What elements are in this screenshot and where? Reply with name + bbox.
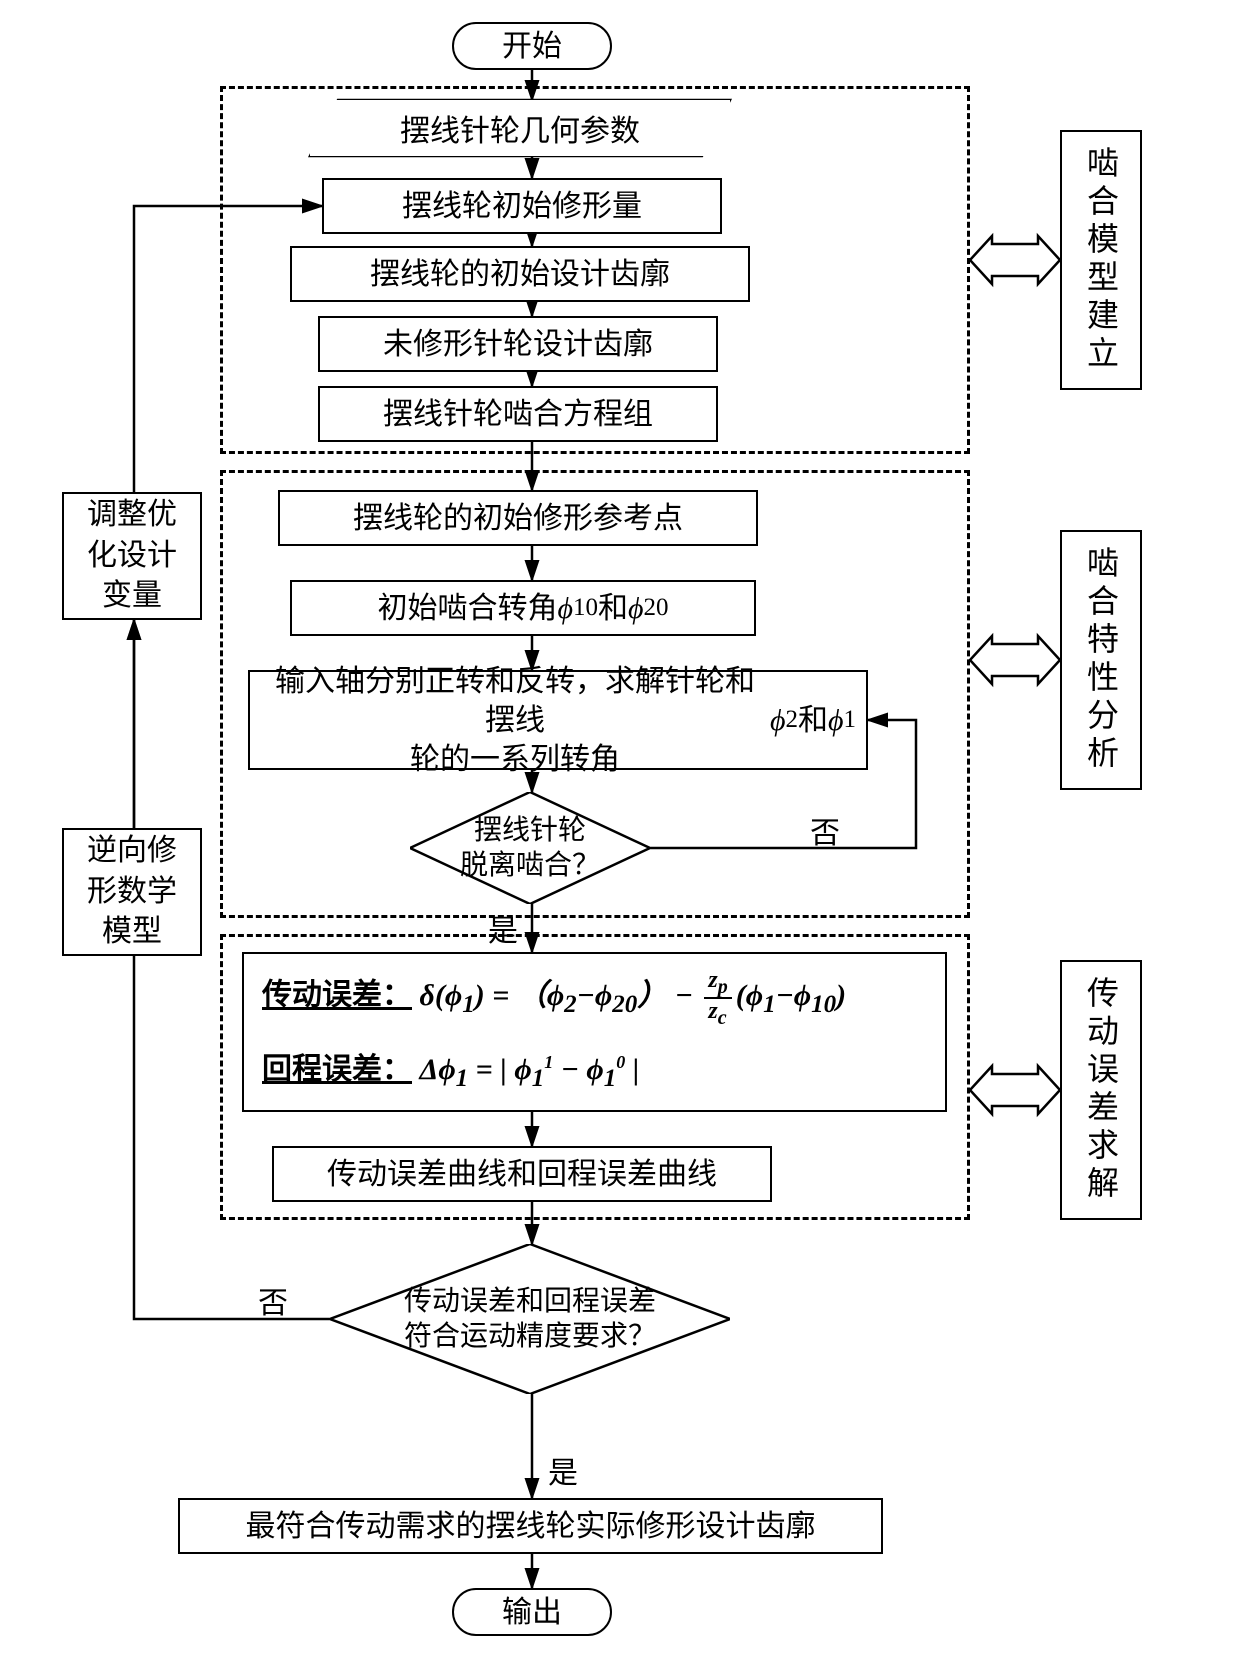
- node-n_initmod: 摆线轮初始修形量: [322, 178, 722, 234]
- yn-d2_yes: 是: [548, 1448, 578, 1492]
- node-n_err: 传动误差： δ(ϕ1) = （ϕ2−ϕ20） − zp zc (ϕ1−ϕ10) …: [242, 952, 947, 1112]
- side-label-s2: 啮合特性分析: [1060, 530, 1142, 790]
- node-n_eqs: 摆线针轮啮合方程组: [318, 386, 718, 442]
- side-label-s1: 啮合模型建立: [1060, 130, 1142, 390]
- yn-d2_no: 否: [258, 1278, 288, 1322]
- node-n_initdesign: 摆线轮的初始设计齿廓: [290, 246, 750, 302]
- node-n_result: 最符合传动需求的摆线轮实际修形设计齿廓: [178, 1498, 883, 1554]
- node-d_disengage: 摆线针轮脱离啮合？: [410, 792, 650, 904]
- node-n_solve: 输入轴分别正转和反转，求解针轮和摆线轮的一系列转角ϕ2和ϕ1: [248, 670, 868, 770]
- node-n_refpt: 摆线轮的初始修形参考点: [278, 490, 758, 546]
- sidebox-opt: 调整优化设计变量: [62, 492, 202, 620]
- node-n_pin: 未修形针轮设计齿廓: [318, 316, 718, 372]
- yn-d1_yes: 是: [488, 906, 518, 950]
- sidebox-model: 逆向修形数学模型: [62, 828, 202, 956]
- terminator-end: 输出: [452, 1588, 612, 1636]
- terminator-start: 开始: [452, 22, 612, 70]
- yn-d1_no: 否: [810, 808, 840, 852]
- node-n_curve: 传动误差曲线和回程误差曲线: [272, 1146, 772, 1202]
- side-label-s3: 传动误差求解: [1060, 960, 1142, 1220]
- node-n_angle0: 初始啮合转角 ϕ10 和ϕ20: [290, 580, 756, 636]
- node-n_param: 摆线针轮几何参数: [310, 100, 730, 156]
- node-d_ok: 传动误差和回程误差符合运动精度要求？: [330, 1244, 730, 1394]
